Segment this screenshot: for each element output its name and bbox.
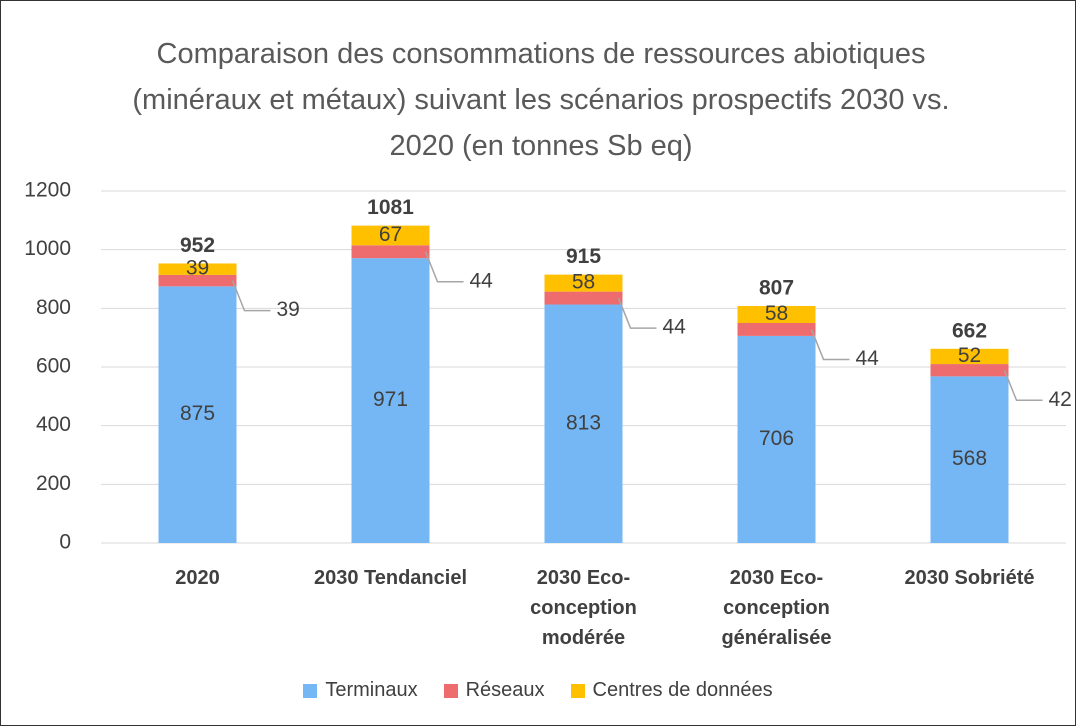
chart-title: Comparaison des consommations de ressour…: [132, 38, 950, 162]
legend-item: Centres de données: [570, 679, 773, 702]
data-label: 44: [856, 347, 880, 370]
data-label: 568: [952, 447, 987, 470]
data-label: 706: [759, 427, 794, 450]
y-tick-label: 1000: [24, 237, 71, 260]
data-label: 44: [470, 269, 494, 292]
data-label: 42: [1049, 388, 1072, 411]
leader-line: [810, 329, 850, 361]
y-tick-label: 0: [59, 531, 71, 554]
y-tick-label: 400: [36, 413, 71, 436]
bar-segment: [737, 323, 816, 336]
data-label: 44: [663, 316, 687, 339]
legend-item: Terminaux: [303, 679, 418, 702]
total-label: 915: [566, 245, 601, 268]
y-tick-label: 600: [36, 355, 71, 378]
total-label: 952: [180, 234, 215, 257]
legend-item: Réseaux: [443, 679, 545, 702]
leader-line: [617, 297, 657, 329]
bar-segment: [737, 335, 816, 543]
legend-swatch: [303, 683, 318, 698]
bar-segment: [737, 305, 816, 323]
bar-segment: [158, 286, 237, 543]
x-tick-label: 2020: [175, 567, 220, 589]
bar-segment: [351, 225, 430, 246]
bar-segment: [544, 291, 623, 305]
x-tick-label: 2030 Eco-conception modérée: [530, 567, 637, 649]
bar-segment: [158, 263, 237, 275]
total-label: 807: [759, 277, 794, 300]
bar-segment: [930, 376, 1009, 543]
bar-segment: [544, 274, 623, 292]
x-tick-label: 2030 Tendanciel: [313, 567, 468, 589]
leader-line: [1003, 369, 1043, 401]
x-tick-label: 2030 Sobriété: [904, 567, 1035, 589]
legend-label: Terminaux: [325, 679, 418, 701]
leader-line: [231, 280, 271, 312]
legend-label: Réseaux: [465, 679, 545, 701]
data-label: 58: [765, 302, 788, 325]
y-tick-label: 200: [36, 472, 71, 495]
data-label: 52: [958, 344, 981, 367]
data-label: 971: [373, 388, 408, 411]
bar-segment: [930, 348, 1009, 365]
data-label: 875: [180, 402, 215, 425]
data-label: 67: [379, 223, 402, 246]
data-label: 39: [186, 257, 209, 280]
bar-segment: [930, 364, 1009, 377]
legend: Terminaux Réseaux Centres de données: [1, 679, 1075, 702]
data-label: 58: [572, 271, 595, 294]
legend-swatch: [570, 683, 585, 698]
legend-label: Centres de données: [592, 679, 773, 701]
data-label: 39: [277, 298, 300, 321]
x-tick-label: 2030 Eco-conception généralisée: [721, 567, 832, 649]
y-tick-label: 800: [36, 296, 71, 319]
bar-segment: [351, 245, 430, 259]
bar-segment: [351, 258, 430, 543]
bar-segment: [158, 274, 237, 287]
leader-line: [424, 251, 464, 283]
bar-segment: [544, 304, 623, 543]
total-label: 662: [952, 319, 987, 342]
y-tick-label: 1200: [24, 179, 71, 202]
data-label: 813: [566, 411, 601, 434]
legend-swatch: [443, 683, 458, 698]
total-label: 1081: [367, 196, 414, 219]
